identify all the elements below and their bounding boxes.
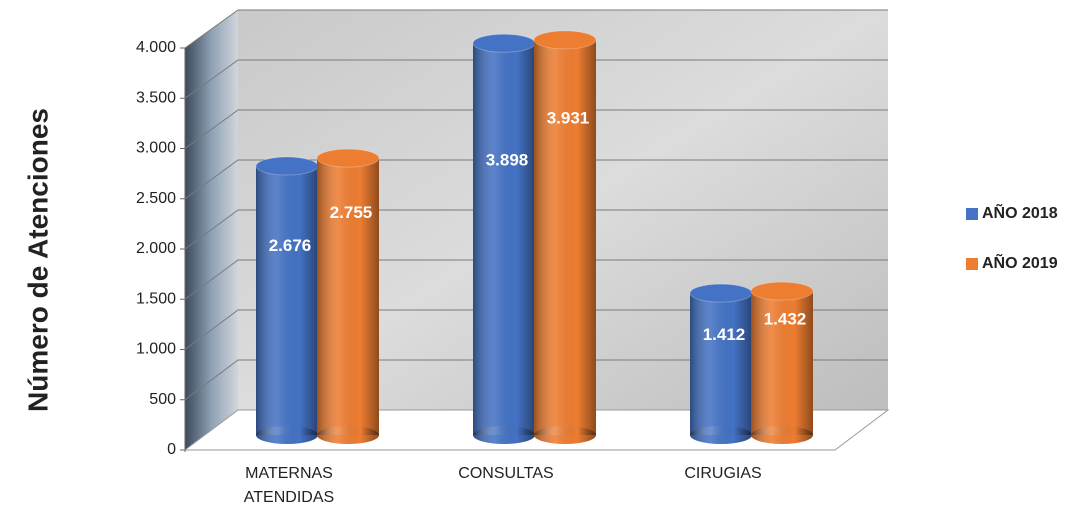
cylinder-shade (317, 158, 379, 435)
cylinder (255, 156, 319, 444)
cylinder-shade-base (534, 426, 596, 444)
grid-line (184, 359, 888, 401)
cylinder-shade (751, 291, 813, 435)
cylinder (689, 283, 753, 444)
y-tick-label: 500 (149, 391, 176, 408)
value-label: 3.898 (486, 150, 529, 169)
x-tick-label: CONSULTAS (458, 465, 554, 482)
grid-line (184, 309, 888, 350)
grid-line (184, 159, 888, 200)
grid-line (184, 59, 888, 99)
x-tick-label: CIRUGIAS (684, 465, 762, 482)
cylinder-shade-base (317, 426, 379, 444)
legend-label: AÑO 2018 (982, 202, 1058, 222)
cylinder-shade-base (256, 426, 318, 444)
x-tick-label: MATERNAS ATENDIDAS (243, 465, 335, 506)
cylinder-shade-base (473, 426, 535, 444)
legend-swatch (966, 258, 978, 270)
cylinder-top (316, 148, 380, 168)
cylinder (750, 281, 814, 444)
legend-label: AÑO 2019 (982, 252, 1058, 272)
y-tick-label: 2.500 (136, 190, 176, 207)
y-tick-label: 3.500 (136, 89, 176, 106)
value-label: 2.676 (269, 236, 312, 255)
y-tick-label: 1.000 (136, 341, 176, 358)
cylinder (533, 30, 597, 444)
grid-line (184, 109, 888, 149)
cylinder-shade-base (751, 426, 813, 444)
cylinder-top (255, 156, 319, 176)
cylinder-top (472, 33, 536, 53)
cylinder-shade-base (690, 426, 752, 444)
y-tick-label: 0 (167, 441, 176, 458)
cylinder-shade (534, 39, 596, 435)
cylinder-shade (256, 166, 318, 435)
value-label: 3.931 (547, 108, 590, 127)
cylinder-top (533, 30, 597, 50)
grid-line (184, 209, 888, 250)
legend-swatch (966, 208, 978, 220)
cylinder (472, 33, 536, 444)
grid-line (184, 259, 888, 300)
value-label: 2.755 (330, 203, 373, 222)
value-label: 1.432 (764, 309, 807, 328)
cylinder-shade (473, 43, 535, 435)
y-tick-label: 1.500 (136, 290, 176, 307)
value-label: 1.412 (703, 325, 746, 344)
y-tick-label: 2.000 (136, 240, 176, 257)
y-axis-title: Número de Atenciones (22, 108, 53, 412)
cylinder-shade (690, 293, 752, 435)
y-tick-label: 3.000 (136, 140, 176, 157)
cylinder (316, 148, 380, 444)
cylinder-top (750, 281, 814, 301)
grid-line (184, 9, 888, 49)
y-tick-label: 4.000 (136, 39, 176, 56)
cylinder-top (689, 283, 753, 303)
